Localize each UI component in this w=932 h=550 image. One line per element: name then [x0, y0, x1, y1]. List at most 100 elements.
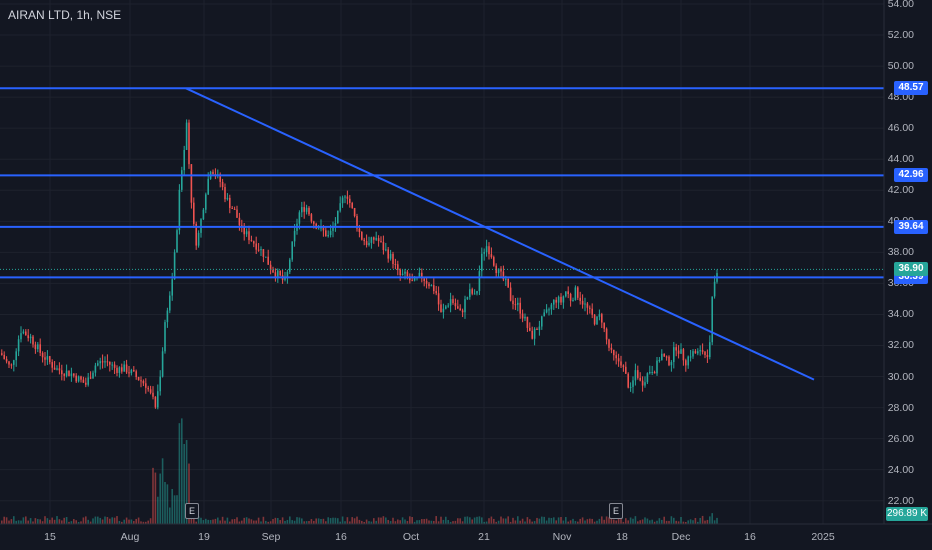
volume-bar	[589, 518, 591, 524]
last-price-badge: 36.90	[894, 262, 928, 277]
earnings-event-marker[interactable]: E	[185, 503, 199, 519]
candle-body	[685, 360, 687, 366]
volume-bar	[409, 516, 411, 524]
candle-body	[370, 237, 373, 243]
volume-bar	[586, 519, 589, 524]
candle-body	[272, 270, 274, 273]
volume-bar	[620, 518, 622, 524]
volume-bar	[397, 519, 399, 524]
volume-bar	[207, 519, 209, 524]
volume-bar	[394, 521, 397, 524]
volume-bar	[502, 518, 505, 524]
price-tick-label: 24.00	[887, 463, 914, 476]
candle-body	[34, 344, 37, 350]
volume-bar	[471, 519, 473, 524]
candle-body	[569, 294, 572, 301]
volume-bar	[533, 521, 536, 524]
candle-body	[358, 228, 361, 232]
volume-bar	[142, 521, 145, 524]
candle-body	[178, 189, 181, 231]
volume-bar	[445, 516, 447, 524]
volume-bar	[524, 521, 526, 524]
candle-body	[17, 339, 20, 352]
candle-body	[121, 367, 123, 372]
candle-body	[265, 256, 267, 258]
candle-body	[356, 216, 358, 229]
volume-bar	[46, 518, 49, 524]
volume-bar	[413, 521, 416, 524]
candle-body	[406, 271, 409, 277]
trendline	[185, 87, 815, 381]
volume-bar	[673, 517, 675, 524]
volume-bar	[661, 519, 663, 524]
volume-badge: 296.89 K	[886, 507, 928, 521]
volume-bar	[113, 517, 116, 524]
candle-body	[699, 350, 701, 352]
candle-body	[493, 257, 495, 266]
candle-body	[629, 386, 632, 388]
volume-bar	[44, 516, 46, 524]
candle-body	[305, 207, 308, 212]
volume-bar	[159, 473, 161, 524]
symbol-title[interactable]: AIRAN LTD, 1h, NSE	[8, 8, 122, 22]
candle-body	[341, 197, 344, 204]
volume-bar	[644, 517, 646, 524]
volume-bar	[61, 520, 63, 524]
volume-bar	[447, 520, 449, 524]
volume-bar	[493, 518, 495, 524]
volume-bar	[709, 516, 711, 524]
volume-bar	[80, 521, 82, 524]
candle-body	[27, 335, 29, 339]
candle-body	[322, 226, 325, 231]
volume-bar	[574, 521, 577, 524]
earnings-event-marker[interactable]: E	[609, 503, 623, 519]
candle-body	[289, 259, 291, 272]
volume-bar	[399, 520, 401, 524]
volume-bar	[173, 495, 176, 524]
volume-bar	[3, 516, 5, 524]
volume-bar	[421, 519, 423, 524]
volume-bar	[181, 418, 183, 524]
volume-bar	[639, 520, 641, 524]
candle-body	[565, 291, 567, 297]
volume-bar	[41, 521, 44, 524]
candle-body	[157, 391, 159, 408]
candle-body	[445, 306, 447, 309]
candle-body	[85, 382, 87, 385]
candle-body	[622, 365, 625, 367]
candle-body	[169, 295, 171, 311]
candle-body	[130, 370, 133, 374]
candle-body	[173, 252, 176, 280]
volume-bar	[593, 521, 596, 524]
volume-bar	[646, 518, 649, 524]
candle-body	[567, 291, 569, 295]
volume-bar	[125, 517, 128, 524]
candle-body	[586, 303, 589, 308]
time-tick-label: 16	[335, 531, 347, 543]
candle-body	[73, 373, 75, 376]
volume-bar	[65, 517, 68, 524]
candle-body	[51, 362, 53, 368]
volume-bar	[675, 520, 677, 524]
volume-bar	[476, 516, 478, 524]
candle-body	[145, 383, 147, 388]
candle-body	[197, 232, 200, 246]
volume-bar	[353, 518, 356, 524]
candle-body	[166, 310, 169, 323]
volume-bar	[361, 520, 363, 524]
volume-bar	[73, 519, 75, 524]
candle-body	[639, 377, 641, 381]
volume-bar	[509, 521, 512, 524]
volume-bar	[34, 518, 37, 524]
candle-body	[437, 293, 440, 305]
volume-bar	[356, 516, 358, 524]
volume-bar	[197, 516, 200, 524]
volume-bar	[682, 521, 685, 524]
candle-body	[615, 355, 617, 359]
volume-bar	[668, 520, 670, 524]
volume-bar	[293, 520, 296, 524]
volume-bar	[567, 521, 569, 524]
candle-body	[140, 380, 142, 382]
